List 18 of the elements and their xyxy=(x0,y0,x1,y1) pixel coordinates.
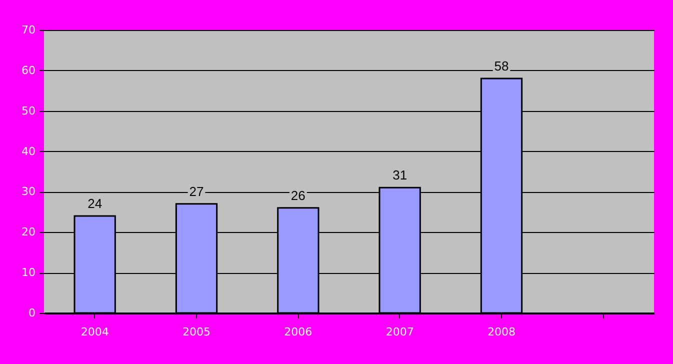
x-tick-label: 2006 xyxy=(284,326,312,338)
x-tick-label: 2007 xyxy=(386,326,414,338)
data-label: 58 xyxy=(494,58,509,74)
data-label: 24 xyxy=(88,196,102,211)
data-label: 31 xyxy=(392,168,408,183)
y-tick-label: 10 xyxy=(22,266,36,280)
y-tick-label: 70 xyxy=(22,24,36,36)
y-tick-label: 50 xyxy=(22,104,36,118)
data-label: 27 xyxy=(189,184,204,199)
data-label: 26 xyxy=(290,188,306,203)
y-tick-label: 60 xyxy=(22,64,36,77)
y-tick-label: 20 xyxy=(22,226,36,239)
y-tick-label: 40 xyxy=(22,144,36,158)
y-tick-label: 30 xyxy=(22,185,36,198)
x-tick-label: 2004 xyxy=(80,326,109,338)
x-tick-label: 2005 xyxy=(182,326,210,338)
x-tick-label: 2008 xyxy=(488,326,516,338)
y-tick-label: 0 xyxy=(28,306,36,320)
